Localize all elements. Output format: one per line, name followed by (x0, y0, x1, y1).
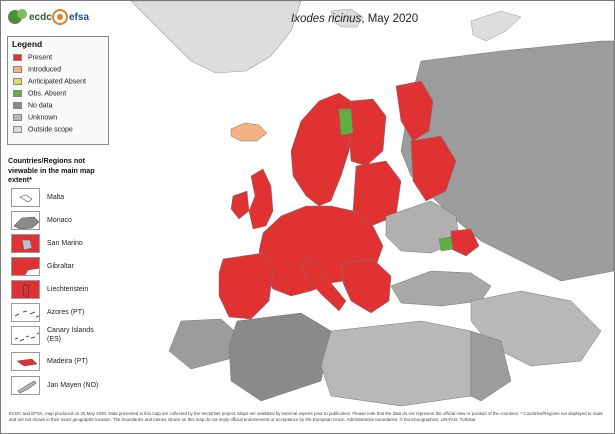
inset-map-azores (11, 303, 40, 322)
malta-shape (19, 194, 33, 203)
inset-gibraltar: Gibraltar (11, 257, 121, 279)
iberian-peninsula (218, 252, 274, 320)
gibraltar-shape (12, 258, 39, 275)
greenland-landmass (130, 1, 302, 74)
legend-item-unknown: Unknown (13, 114, 57, 124)
ireland (230, 190, 250, 220)
legend-item-introduced: Introduced (13, 66, 61, 76)
map-title-species: Ixodes ricinus (291, 13, 362, 25)
russia-region (400, 40, 614, 282)
map-title-date: , May 2020 (361, 13, 419, 25)
azores-shape (14, 310, 39, 318)
svalbard-islands (330, 8, 364, 28)
logo-area: ecdc efsa (5, 5, 97, 31)
caucasus-absent (438, 236, 454, 252)
inset-map-malta (11, 188, 40, 207)
inset-label: Malta (47, 194, 65, 201)
legend-label: Unknown (28, 114, 58, 122)
inset-azores: Azores (PT) (11, 303, 121, 325)
inset-jan-mayen: Jan Mayen (NO) (11, 376, 121, 398)
legend-label: No data (28, 102, 53, 110)
legend-panel: Legend Present Introduced Anticipated Ab… (7, 36, 109, 145)
legend-label: Outside scope (28, 126, 73, 134)
morocco (168, 318, 238, 370)
ecdc-logo-text: ecdc (29, 12, 52, 23)
inset-label: Gibraltar (47, 263, 74, 270)
legend-swatch-anticipated-absent (13, 78, 22, 85)
italy (298, 258, 347, 312)
inset-label: San Marino (47, 240, 83, 247)
legend-label: Present (28, 54, 53, 62)
algeria-tunisia (228, 312, 332, 402)
jan-mayen-shape (17, 380, 37, 394)
middle-east (470, 290, 602, 367)
russia-nw-present (395, 80, 434, 142)
novaya-zemlya (470, 10, 522, 42)
legend-swatch-obs-absent (13, 90, 22, 97)
insets-title: Countries/Regions not viewable in the ma… (8, 156, 95, 184)
legend-item-anticipated-absent: Anticipated Absent (13, 78, 86, 88)
legend-swatch-outside-scope (13, 126, 22, 133)
ecdc-efsa-logos (8, 9, 68, 25)
inset-liechtenstein: Liechtenstein (11, 280, 121, 302)
footer-disclaimer: ECDC and EFSA, map produced on 25 May 20… (9, 411, 603, 422)
legend-title: Legend (12, 39, 43, 49)
inset-map-san-marino (11, 234, 40, 253)
inset-label: Jan Mayen (NO) (47, 382, 99, 389)
inset-map-madeira (11, 352, 40, 371)
libya-egypt (320, 320, 472, 407)
legend-item-obs-absent: Obs. Absent (13, 90, 66, 100)
monaco-shape (13, 216, 39, 229)
iceland (230, 122, 268, 142)
inset-map-liechtenstein (11, 280, 40, 299)
efsa-logo-text: efsa (69, 12, 90, 23)
inset-malta: Malta (11, 188, 121, 210)
legend-label: Obs. Absent (28, 90, 67, 98)
legend-item-outside-scope: Outside scope (13, 126, 73, 136)
finland (348, 98, 387, 167)
san-marino-shape (12, 235, 39, 252)
inset-label: Madeira (PT) (47, 358, 88, 365)
legend-label: Introduced (28, 66, 62, 74)
legend-swatch-introduced (13, 66, 22, 73)
map-title: Ixodes ricinus, May 2020 (291, 13, 418, 25)
legend-item-no-data: No data (13, 102, 53, 112)
legend-item-present: Present (13, 54, 52, 64)
canary-islands-shape (14, 332, 39, 342)
inset-label: Canary Islands (ES) (47, 327, 94, 343)
inset-madeira: Madeira (PT) (11, 352, 121, 374)
inset-san-marino: San Marino (11, 234, 121, 256)
legend-label: Anticipated Absent (28, 78, 86, 86)
inset-map-monaco (11, 211, 40, 230)
inset-label: Liechtenstein (47, 286, 89, 293)
legend-swatch-present (13, 54, 22, 61)
inset-monaco: Monaco (11, 211, 121, 233)
legend-swatch-no-data (13, 102, 22, 109)
liechtenstein-shape (12, 281, 39, 298)
egypt-east (470, 330, 512, 402)
madeira-shape (16, 358, 38, 367)
inset-map-jan-mayen (11, 376, 40, 395)
inset-map-canary-islands (11, 326, 40, 345)
inset-label: Azores (PT) (47, 309, 85, 316)
turkey (390, 270, 492, 307)
united-kingdom (248, 168, 274, 230)
finland-lapland-absent (338, 108, 354, 136)
russia-central-present (410, 135, 457, 202)
inset-map-gibraltar (11, 257, 40, 276)
inset-label: Monaco (47, 217, 72, 224)
inset-canary-islands: Canary Islands (ES) (11, 326, 121, 348)
balkans (340, 258, 392, 314)
legend-swatch-unknown (13, 114, 22, 121)
